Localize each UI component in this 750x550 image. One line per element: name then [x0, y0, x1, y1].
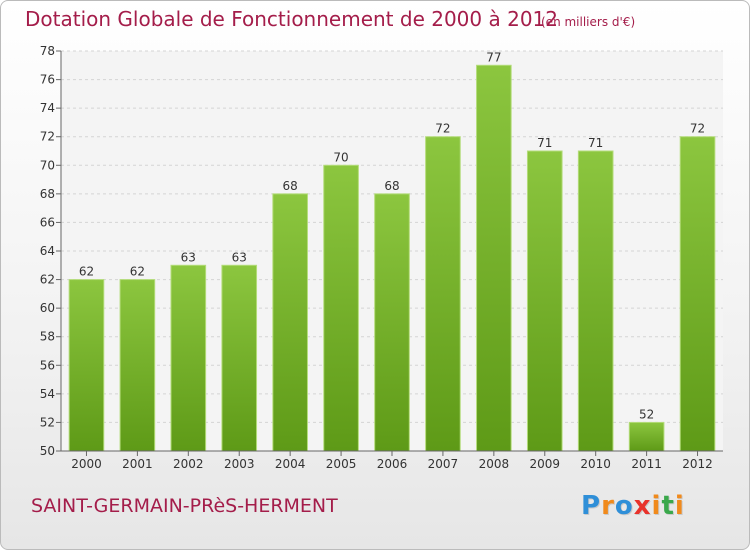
logo-letter: t: [661, 491, 675, 521]
bar: [628, 421, 665, 452]
chart-unit: (en milliers d'€): [541, 15, 636, 29]
data-label: 72: [690, 122, 705, 136]
logo-letter: i: [651, 491, 662, 521]
x-tick-label: 2004: [275, 457, 306, 471]
data-label: 77: [486, 50, 501, 64]
chart-title: Dotation Globale de Fonctionnement de 20…: [25, 7, 558, 31]
x-tick-label: 2005: [326, 457, 357, 471]
bar: [119, 279, 156, 452]
data-label: 68: [384, 179, 399, 193]
data-label: 68: [283, 179, 298, 193]
x-tick-label: 2003: [224, 457, 255, 471]
y-tick-label: 76: [40, 73, 55, 87]
y-tick-label: 60: [40, 301, 55, 315]
logo-letter: o: [614, 491, 634, 521]
y-tick-label: 54: [40, 387, 55, 401]
y-tick-label: 74: [40, 101, 55, 115]
data-label: 71: [588, 136, 603, 150]
bar: [221, 264, 258, 452]
bar: [323, 164, 359, 452]
logo-letter: r: [601, 491, 615, 521]
x-tick-label: 2002: [173, 457, 204, 471]
commune-name: SAINT-GERMAIN-PRèS-HERMENT: [31, 495, 338, 517]
logo-letter: x: [633, 491, 652, 521]
x-tick-label: 2001: [122, 457, 153, 471]
bar: [425, 136, 461, 452]
bar: [272, 193, 308, 452]
data-label: 62: [79, 265, 94, 279]
y-tick-label: 62: [40, 273, 55, 287]
logo-letter: P: [581, 491, 602, 521]
y-tick-label: 56: [40, 358, 55, 372]
proxiti-logo[interactable]: Proxiti: [581, 491, 685, 521]
x-tick-label: 2012: [682, 457, 713, 471]
bar: [170, 264, 207, 452]
bar: [526, 150, 563, 452]
bar: [68, 279, 105, 452]
data-label: 63: [232, 250, 247, 264]
x-tick-label: 2000: [71, 457, 102, 471]
y-tick-label: 70: [40, 158, 55, 172]
x-tick-label: 2011: [631, 457, 662, 471]
data-label: 71: [537, 136, 552, 150]
y-tick-label: 72: [40, 130, 55, 144]
y-tick-label: 50: [40, 444, 55, 458]
data-label: 62: [130, 265, 145, 279]
x-tick-label: 2007: [428, 457, 459, 471]
y-tick-label: 68: [40, 187, 55, 201]
x-tick-label: 2009: [529, 457, 560, 471]
x-tick-label: 2010: [580, 457, 611, 471]
y-tick-label: 64: [40, 244, 55, 258]
data-label: 63: [181, 250, 196, 264]
data-label: 72: [435, 122, 450, 136]
y-tick-label: 78: [40, 44, 55, 58]
bar: [577, 150, 614, 452]
data-label: 52: [639, 407, 654, 421]
y-tick-label: 66: [40, 215, 55, 229]
x-tick-label: 2006: [377, 457, 408, 471]
logo-letter: i: [674, 491, 685, 521]
bar: [476, 64, 512, 452]
bar: [374, 193, 410, 452]
bar: [679, 136, 716, 452]
y-tick-label: 58: [40, 330, 55, 344]
y-tick-label: 52: [40, 415, 55, 429]
data-label: 70: [333, 150, 348, 164]
x-tick-label: 2008: [479, 457, 510, 471]
